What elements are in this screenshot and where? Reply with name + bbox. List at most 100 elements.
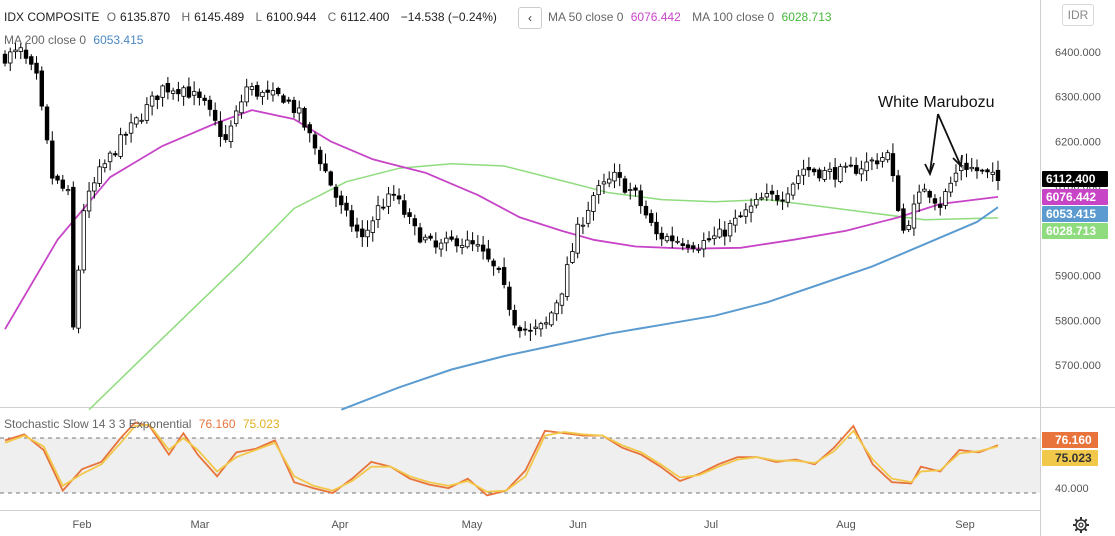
candle: [454, 235, 460, 253]
candle: [659, 226, 664, 246]
stochastic-lines: [4, 421, 999, 497]
candle-body: [149, 95, 155, 107]
month-label: Mar: [191, 519, 210, 531]
candle: [864, 152, 869, 181]
candle: [607, 171, 612, 188]
currency-button[interactable]: IDR: [1062, 4, 1094, 26]
candle: [696, 244, 701, 254]
stoch-label[interactable]: Stochastic Slow 14 3 3 Exponential: [4, 417, 192, 431]
candles[interactable]: [2, 42, 1001, 341]
candle-body: [680, 243, 685, 246]
candle: [549, 310, 554, 327]
candle: [244, 78, 249, 107]
candle: [465, 230, 470, 249]
price-tick-label: 6300.000: [1055, 92, 1101, 104]
candle-body: [938, 204, 943, 208]
candle: [901, 203, 906, 234]
candle: [291, 96, 297, 119]
gear-icon[interactable]: [1073, 517, 1089, 533]
candle: [249, 82, 255, 96]
candle: [722, 221, 727, 246]
candle: [617, 164, 622, 187]
candle-body: [722, 229, 727, 237]
candle-body: [801, 168, 806, 176]
candle: [638, 184, 643, 214]
month-label: Jul: [704, 519, 718, 531]
candle: [375, 195, 381, 228]
candle: [585, 201, 591, 228]
price-pane[interactable]: [0, 0, 1040, 406]
candle: [811, 167, 817, 176]
ma50-label[interactable]: MA 50 close 0: [548, 10, 624, 24]
candle: [596, 179, 601, 204]
candle-body: [817, 169, 822, 179]
ma200-label[interactable]: MA 200 close 0: [4, 33, 87, 47]
candle: [165, 77, 171, 100]
candle-body: [538, 323, 544, 330]
candle: [974, 159, 980, 179]
candle: [333, 183, 339, 207]
candle-body: [18, 47, 23, 52]
candle-body: [664, 236, 670, 242]
candle: [328, 170, 333, 187]
candle-body: [738, 215, 743, 218]
symbol-name[interactable]: IDX COMPOSITE: [4, 10, 100, 24]
candle-body: [649, 213, 654, 223]
candle: [402, 194, 407, 218]
moving-averages: [4, 109, 999, 411]
candle-body: [34, 62, 39, 74]
candle: [938, 196, 943, 216]
candle: [501, 257, 507, 289]
candle-body: [759, 197, 764, 200]
time-axis-ticks[interactable]: Feb Mar Apr May Jun Jul Aug Sep: [73, 519, 975, 531]
candle: [286, 96, 291, 104]
candle: [102, 159, 108, 173]
candle-body: [223, 134, 228, 141]
candle-body: [107, 152, 113, 163]
candle-body: [659, 232, 664, 240]
low-value: 6100.944: [266, 10, 317, 24]
candle-body: [543, 322, 549, 325]
candle-body: [911, 203, 917, 229]
close-value: 6112.400: [340, 10, 390, 24]
candle: [922, 183, 927, 193]
month-label: Jun: [569, 519, 587, 531]
candle-body: [559, 293, 565, 306]
candle: [570, 243, 575, 264]
candle: [591, 192, 596, 221]
ma100-label[interactable]: MA 100 close 0: [692, 10, 775, 24]
price-label-bg: [1042, 171, 1108, 187]
candle: [822, 166, 827, 183]
collapse-legend-button[interactable]: ‹: [518, 7, 542, 29]
candle: [522, 321, 528, 336]
candle-body: [365, 229, 370, 238]
candle-body: [297, 107, 302, 114]
candle-body: [433, 240, 439, 248]
open-label: O: [106, 10, 117, 24]
candle-body: [239, 101, 244, 114]
candle: [181, 85, 186, 106]
candle: [796, 170, 801, 190]
candle-body: [654, 221, 659, 235]
candle: [412, 214, 418, 236]
candle: [160, 84, 165, 107]
candle: [554, 299, 559, 321]
candle-body: [948, 182, 953, 193]
candle-body: [507, 286, 512, 310]
candle: [654, 212, 659, 241]
candle: [480, 235, 486, 260]
candle: [71, 181, 76, 330]
candle: [664, 233, 670, 244]
candle-body: [249, 86, 255, 90]
arrow-head-left-icon: [924, 162, 935, 177]
candle-body: [932, 198, 938, 204]
candle: [297, 100, 302, 122]
candle: [307, 121, 312, 143]
candle: [323, 153, 328, 173]
month-label: Feb: [73, 519, 92, 531]
candle: [260, 90, 265, 105]
price-label-bg: [1042, 206, 1108, 222]
candle-body: [465, 239, 470, 248]
stoch-k-label-text: 76.160: [1055, 433, 1092, 447]
